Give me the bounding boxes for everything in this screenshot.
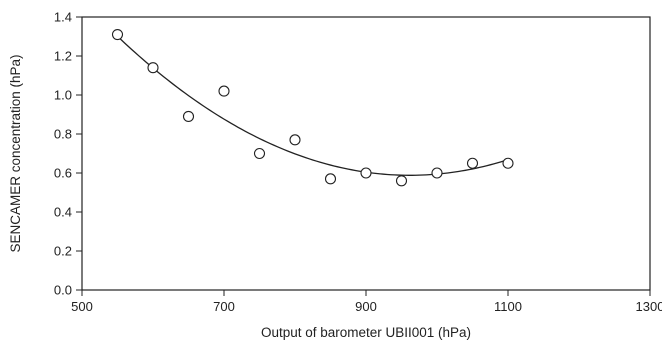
x-axis-ticks: 500 700 900 1100 1300 <box>71 290 662 314</box>
data-point <box>253 147 266 160</box>
x-tick-label: 500 <box>71 299 93 314</box>
data-point <box>324 173 337 185</box>
y-axis-ticks: 0.0 0.2 0.4 0.6 0.8 1.0 1.2 1.4 <box>54 10 82 298</box>
data-point <box>111 28 124 41</box>
data-point <box>182 110 195 122</box>
data-point <box>431 167 443 179</box>
y-tick-label: 1.2 <box>54 49 72 64</box>
data-point <box>466 157 479 169</box>
x-tick-label: 900 <box>355 299 377 314</box>
y-tick-label: 0.2 <box>54 244 72 259</box>
data-point <box>218 85 230 97</box>
data-point <box>147 62 159 74</box>
y-tick-label: 0.6 <box>54 166 72 181</box>
y-tick-label: 0.0 <box>54 283 72 298</box>
data-point <box>360 167 372 179</box>
trend-line <box>117 35 509 176</box>
y-axis-label: SENCAMER concentration (hPa) <box>8 54 23 252</box>
x-tick-label: 1100 <box>494 299 522 314</box>
data-point <box>395 175 408 187</box>
x-tick-label: 1300 <box>636 299 662 314</box>
y-tick-label: 0.4 <box>54 205 72 220</box>
data-points <box>111 28 514 187</box>
x-tick-label: 700 <box>213 299 235 314</box>
plot-frame <box>81 16 651 291</box>
y-tick-label: 1.4 <box>54 10 72 25</box>
data-point <box>289 134 301 146</box>
y-tick-label: 1.0 <box>54 88 72 103</box>
y-tick-label: 0.8 <box>54 127 72 142</box>
x-axis-label: Output of barometer UBII001 (hPa) <box>261 325 471 340</box>
data-point <box>502 157 514 169</box>
